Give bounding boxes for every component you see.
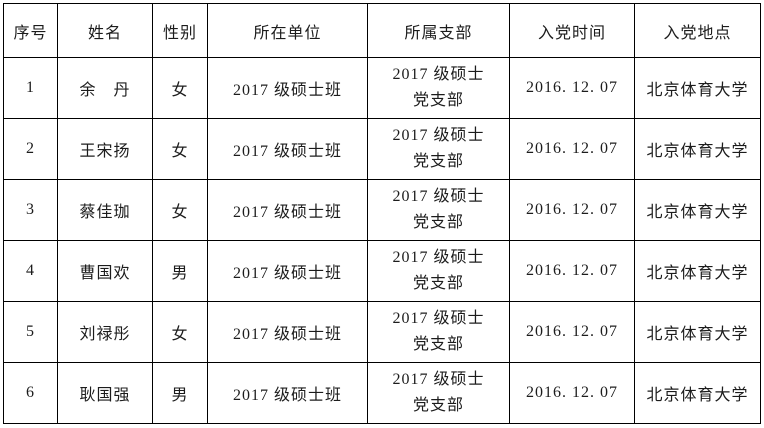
cell-unit: 2017 级硕士班: [207, 57, 368, 119]
cell-unit: 2017 级硕士班: [207, 240, 368, 302]
cell-date: 2016. 12. 07: [509, 57, 635, 119]
cell-gender: 女: [152, 118, 208, 180]
cell-date: 2016. 12. 07: [509, 179, 635, 241]
column-header-name: 姓名: [57, 3, 153, 58]
cell-no: 4: [3, 240, 58, 302]
cell-place: 北京体育大学: [634, 301, 761, 363]
cell-no: 5: [3, 301, 58, 363]
cell-unit: 2017 级硕士班: [207, 362, 368, 424]
cell-gender: 男: [152, 240, 208, 302]
cell-no: 1: [3, 57, 58, 119]
cell-date: 2016. 12. 07: [509, 301, 635, 363]
cell-place: 北京体育大学: [634, 57, 761, 119]
cell-name: 余 丹: [57, 57, 153, 119]
cell-no: 2: [3, 118, 58, 180]
table-row: 1 余 丹 女 2017 级硕士班 2017 级硕士 党支部 2016. 12.…: [3, 57, 761, 119]
column-header-unit: 所在单位: [207, 3, 368, 58]
cell-name: 曹国欢: [57, 240, 153, 302]
cell-name: 刘禄彤: [57, 301, 153, 363]
cell-unit: 2017 级硕士班: [207, 179, 368, 241]
column-header-branch: 所属支部: [367, 3, 510, 58]
table-row: 2 王宋扬 女 2017 级硕士班 2017 级硕士 党支部 2016. 12.…: [3, 118, 761, 180]
table-header-row: 序号 姓名 性别 所在单位 所属支部 入党时间 入党地点: [3, 3, 761, 58]
cell-place: 北京体育大学: [634, 179, 761, 241]
cell-unit: 2017 级硕士班: [207, 118, 368, 180]
cell-gender: 女: [152, 57, 208, 119]
table-row: 6 耿国强 男 2017 级硕士班 2017 级硕士 党支部 2016. 12.…: [3, 362, 761, 424]
cell-date: 2016. 12. 07: [509, 118, 635, 180]
cell-gender: 女: [152, 179, 208, 241]
table-row: 3 蔡佳珈 女 2017 级硕士班 2017 级硕士 党支部 2016. 12.…: [3, 179, 761, 241]
cell-name: 耿国强: [57, 362, 153, 424]
table-row: 5 刘禄彤 女 2017 级硕士班 2017 级硕士 党支部 2016. 12.…: [3, 301, 761, 363]
cell-branch: 2017 级硕士 党支部: [367, 118, 510, 180]
cell-branch: 2017 级硕士 党支部: [367, 301, 510, 363]
cell-gender: 男: [152, 362, 208, 424]
cell-no: 6: [3, 362, 58, 424]
table-row: 4 曹国欢 男 2017 级硕士班 2017 级硕士 党支部 2016. 12.…: [3, 240, 761, 302]
column-header-gender: 性别: [152, 3, 208, 58]
cell-date: 2016. 12. 07: [509, 362, 635, 424]
cell-no: 3: [3, 179, 58, 241]
cell-date: 2016. 12. 07: [509, 240, 635, 302]
cell-branch: 2017 级硕士 党支部: [367, 179, 510, 241]
column-header-no: 序号: [3, 3, 58, 58]
cell-name: 蔡佳珈: [57, 179, 153, 241]
cell-place: 北京体育大学: [634, 240, 761, 302]
cell-branch: 2017 级硕士 党支部: [367, 240, 510, 302]
cell-branch: 2017 级硕士 党支部: [367, 57, 510, 119]
column-header-place: 入党地点: [634, 3, 761, 58]
column-header-date: 入党时间: [509, 3, 635, 58]
cell-name: 王宋扬: [57, 118, 153, 180]
cell-place: 北京体育大学: [634, 362, 761, 424]
cell-place: 北京体育大学: [634, 118, 761, 180]
party-members-table: 序号 姓名 性别 所在单位 所属支部 入党时间 入党地点 1 余 丹 女 201…: [3, 3, 761, 424]
cell-gender: 女: [152, 301, 208, 363]
cell-unit: 2017 级硕士班: [207, 301, 368, 363]
cell-branch: 2017 级硕士 党支部: [367, 362, 510, 424]
